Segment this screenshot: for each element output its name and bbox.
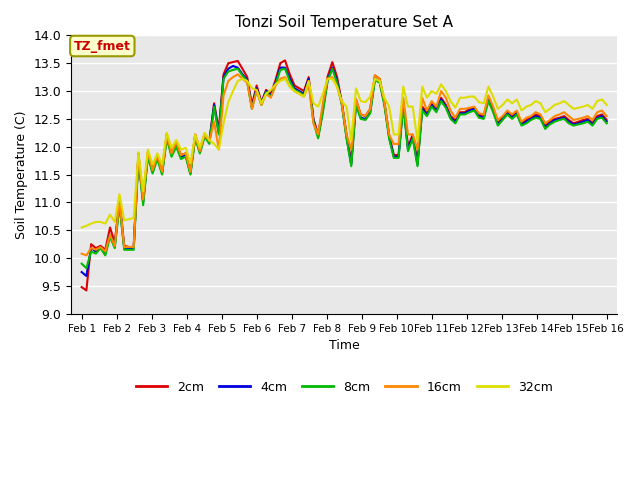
2cm	[494, 120, 502, 126]
4cm	[229, 63, 237, 69]
16cm	[494, 117, 502, 123]
2cm	[603, 117, 611, 123]
Line: 2cm: 2cm	[82, 60, 607, 290]
32cm	[589, 106, 596, 112]
Line: 4cm: 4cm	[82, 66, 607, 276]
16cm	[83, 252, 90, 258]
16cm	[78, 251, 86, 256]
Title: Tonzi Soil Temperature Set A: Tonzi Soil Temperature Set A	[235, 15, 453, 30]
16cm	[272, 83, 280, 88]
32cm	[461, 95, 468, 101]
16cm	[442, 95, 450, 101]
32cm	[267, 87, 275, 93]
4cm	[78, 269, 86, 275]
8cm	[442, 105, 450, 110]
16cm	[603, 113, 611, 119]
32cm	[490, 94, 497, 99]
16cm	[466, 105, 474, 110]
2cm	[593, 113, 601, 119]
4cm	[593, 115, 601, 120]
32cm	[376, 78, 383, 84]
4cm	[272, 80, 280, 85]
16cm	[234, 72, 241, 77]
Y-axis label: Soil Temperature (C): Soil Temperature (C)	[15, 110, 28, 239]
4cm	[442, 104, 450, 109]
2cm	[83, 288, 90, 293]
4cm	[603, 119, 611, 124]
8cm	[494, 123, 502, 129]
2cm	[381, 99, 388, 105]
Line: 16cm: 16cm	[82, 74, 607, 255]
Line: 32cm: 32cm	[82, 79, 607, 228]
4cm	[494, 121, 502, 127]
32cm	[437, 82, 445, 87]
4cm	[83, 273, 90, 279]
8cm	[603, 120, 611, 126]
16cm	[381, 98, 388, 104]
Legend: 2cm, 4cm, 8cm, 16cm, 32cm: 2cm, 4cm, 8cm, 16cm, 32cm	[131, 376, 557, 399]
Text: TZ_fmet: TZ_fmet	[74, 39, 131, 52]
8cm	[78, 261, 86, 266]
32cm	[78, 225, 86, 230]
32cm	[603, 102, 611, 108]
8cm	[466, 109, 474, 115]
16cm	[593, 109, 601, 115]
2cm	[466, 106, 474, 112]
2cm	[78, 284, 86, 290]
32cm	[239, 76, 246, 82]
8cm	[272, 82, 280, 87]
2cm	[267, 91, 275, 96]
X-axis label: Time: Time	[329, 339, 360, 352]
2cm	[442, 102, 450, 108]
8cm	[381, 102, 388, 108]
8cm	[234, 66, 241, 72]
8cm	[83, 265, 90, 271]
Line: 8cm: 8cm	[82, 69, 607, 268]
2cm	[281, 58, 289, 63]
8cm	[593, 116, 601, 122]
4cm	[381, 100, 388, 106]
4cm	[466, 108, 474, 113]
